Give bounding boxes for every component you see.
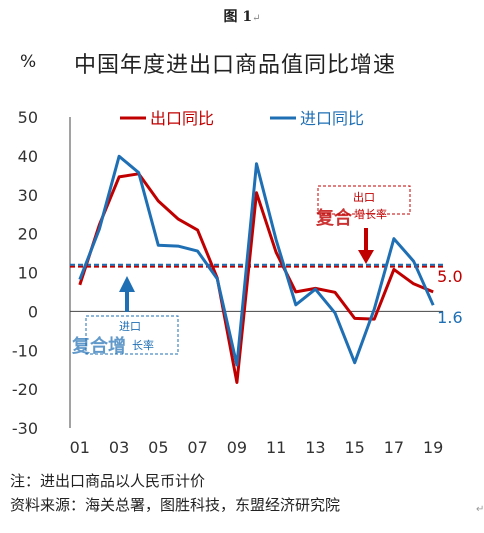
x-tick-label: 03 <box>109 438 129 457</box>
chart-note: 注：进出口商品以人民币计价 <box>10 472 206 490</box>
y-tick-label: -30 <box>12 419 38 438</box>
y-tick-label: -10 <box>12 341 38 360</box>
legend-label: 进口同比 <box>300 109 364 128</box>
annotation-box-import <box>85 315 179 355</box>
figure-label: 图 1↵ <box>0 6 484 26</box>
y-tick-label: 10 <box>18 264 38 283</box>
x-tick-label: 01 <box>70 438 90 457</box>
figure-label-text: 图 1 <box>223 9 253 25</box>
y-tick-label: -20 <box>12 380 38 399</box>
annotation-text: 进口 <box>119 320 141 333</box>
paragraph-mark: ↵ <box>252 13 261 24</box>
legend-label: 出口同比 <box>150 109 214 128</box>
x-tick-label: 09 <box>227 438 247 457</box>
x-tick-label: 15 <box>344 438 364 457</box>
annotation-arrowhead-import <box>119 276 135 292</box>
paragraph-mark-end: ↵ <box>476 504 484 515</box>
annotation-text: 长率 <box>132 338 154 352</box>
y-tick-label: 20 <box>18 225 38 244</box>
end-value-label: 1.6 <box>437 308 462 327</box>
y-tick-label: 40 <box>18 147 38 166</box>
annotation-text: 复合增 <box>71 335 126 357</box>
x-tick-label: 19 <box>423 438 443 457</box>
chart-source: 资料来源：海关总署，图胜科技，东盟经济研究院 <box>10 496 341 514</box>
series-line-import <box>78 154 435 367</box>
annotation-text: 增长率 <box>354 207 387 221</box>
annotation-arrowhead-export <box>358 250 374 264</box>
annotation-box-export <box>317 185 411 215</box>
line-chart: -30 -20 -10 0 10 20 30 40 50 01 03 05 07 09 11 13 15 17 19… <box>12 108 463 457</box>
x-tick-label: 13 <box>305 438 325 457</box>
annotation-text: 复合 <box>315 207 353 229</box>
y-tick-label: 50 <box>18 108 38 127</box>
x-tick-label: 17 <box>384 438 404 457</box>
x-tick-label: 07 <box>187 438 207 457</box>
annotation-text: 出口 <box>353 190 375 204</box>
x-tick-label: 11 <box>266 438 286 457</box>
end-value-label: 5.0 <box>437 267 462 286</box>
x-tick-label: 05 <box>148 438 168 457</box>
chart-title: 中国年度进出口商品值同比增速 <box>74 53 397 78</box>
unit-label: % <box>20 52 37 72</box>
y-tick-label: 0 <box>28 302 38 321</box>
y-tick-label: 30 <box>18 186 38 205</box>
